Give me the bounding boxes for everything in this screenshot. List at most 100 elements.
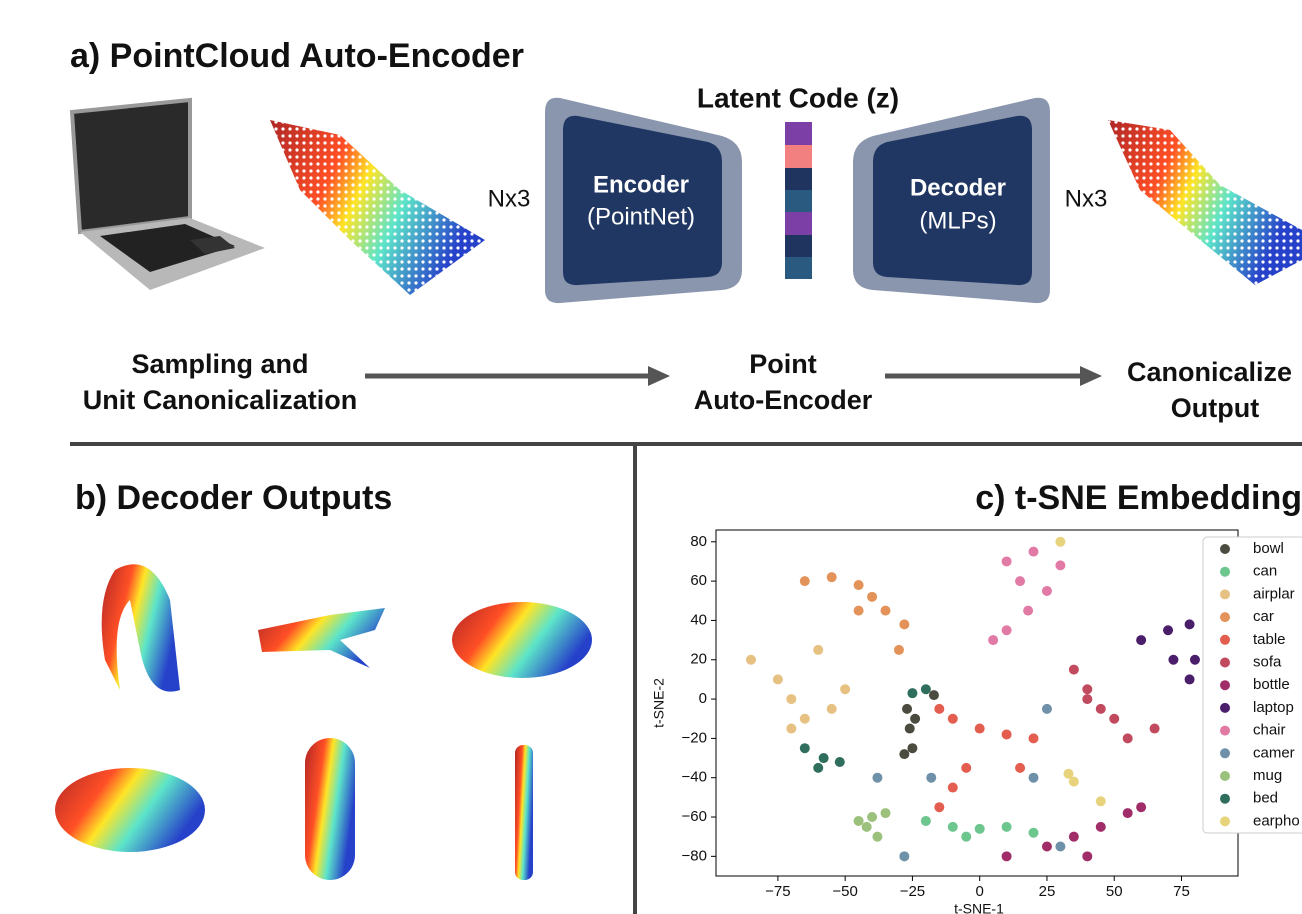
point bbox=[800, 743, 810, 753]
point bbox=[934, 704, 944, 714]
legend-label: sofa bbox=[1253, 653, 1282, 670]
y-tick-label: −80 bbox=[682, 847, 707, 864]
point bbox=[854, 816, 864, 826]
legend-label: bottle bbox=[1253, 676, 1290, 693]
point bbox=[929, 690, 939, 700]
input-point-cloud bbox=[270, 120, 485, 295]
point bbox=[854, 580, 864, 590]
output-point-cloud bbox=[1108, 120, 1302, 285]
point bbox=[1055, 537, 1065, 547]
point bbox=[800, 714, 810, 724]
point bbox=[1168, 655, 1178, 665]
point bbox=[835, 757, 845, 767]
legend-marker bbox=[1220, 658, 1230, 668]
stage-label: Auto-Encoder bbox=[694, 385, 873, 415]
point bbox=[1185, 619, 1195, 629]
x-tick-label: 0 bbox=[976, 883, 984, 900]
point bbox=[786, 694, 796, 704]
point bbox=[1136, 802, 1146, 812]
point bbox=[827, 704, 837, 714]
point bbox=[894, 645, 904, 655]
point bbox=[1042, 704, 1052, 714]
y-tick-label: 20 bbox=[690, 651, 707, 668]
point bbox=[872, 773, 882, 783]
point bbox=[813, 763, 823, 773]
point bbox=[867, 592, 877, 602]
legend-label: earpho bbox=[1253, 812, 1300, 829]
legend-marker bbox=[1220, 544, 1230, 554]
panel-b-title: b) Decoder Outputs bbox=[75, 479, 392, 517]
point bbox=[1029, 773, 1039, 783]
point bbox=[854, 606, 864, 616]
point bbox=[1029, 828, 1039, 838]
legend-marker bbox=[1220, 771, 1230, 781]
point bbox=[905, 724, 915, 734]
point bbox=[1123, 733, 1133, 743]
point bbox=[948, 783, 958, 793]
point bbox=[862, 822, 872, 832]
point bbox=[867, 812, 877, 822]
point bbox=[827, 572, 837, 582]
legend-label: laptop bbox=[1253, 699, 1294, 716]
y-tick-label: −40 bbox=[682, 769, 707, 786]
point bbox=[1042, 842, 1052, 852]
point bbox=[948, 822, 958, 832]
legend-marker bbox=[1220, 567, 1230, 577]
point bbox=[800, 576, 810, 586]
point bbox=[1002, 625, 1012, 635]
legend-marker bbox=[1220, 680, 1230, 690]
point bbox=[773, 674, 783, 684]
point bbox=[1136, 635, 1146, 645]
point bbox=[1096, 796, 1106, 806]
legend-marker bbox=[1220, 703, 1230, 713]
legend-marker bbox=[1220, 816, 1230, 826]
point bbox=[1185, 674, 1195, 684]
stage-label: Sampling and bbox=[131, 349, 308, 379]
point bbox=[1063, 769, 1073, 779]
point bbox=[786, 724, 796, 734]
point bbox=[813, 645, 823, 655]
point bbox=[975, 824, 985, 834]
point bbox=[819, 753, 829, 763]
panel-a-title: a) PointCloud Auto-Encoder bbox=[70, 37, 524, 75]
point bbox=[961, 763, 971, 773]
point bbox=[1096, 822, 1106, 832]
point bbox=[1023, 606, 1033, 616]
y-tick-label: 40 bbox=[690, 611, 707, 628]
point bbox=[872, 832, 882, 842]
point bbox=[1082, 684, 1092, 694]
point bbox=[948, 714, 958, 724]
legend-label: mug bbox=[1253, 767, 1282, 784]
legend-label: chair bbox=[1253, 722, 1286, 739]
legend-label: camer bbox=[1253, 744, 1295, 761]
latent-code bbox=[785, 122, 812, 279]
point bbox=[1015, 576, 1025, 586]
point bbox=[1029, 547, 1039, 557]
point bbox=[840, 684, 850, 694]
encoder-subtitle: (PointNet) bbox=[587, 203, 695, 230]
x-tick-label: −25 bbox=[900, 883, 925, 900]
stage-label: Point bbox=[749, 349, 817, 379]
point bbox=[910, 714, 920, 724]
legend-marker bbox=[1220, 612, 1230, 622]
point bbox=[1096, 704, 1106, 714]
point bbox=[961, 832, 971, 842]
point bbox=[902, 704, 912, 714]
decoder-subtitle: (MLPs) bbox=[919, 207, 996, 234]
x-tick-label: 25 bbox=[1039, 883, 1056, 900]
legend-marker bbox=[1220, 726, 1230, 736]
chart-title: c) t-SNE Embedding bbox=[975, 479, 1302, 517]
point bbox=[1163, 625, 1173, 635]
point bbox=[975, 724, 985, 734]
point bbox=[899, 749, 909, 759]
point bbox=[1082, 694, 1092, 704]
x-tick-label: −75 bbox=[765, 883, 790, 900]
y-tick-label: 0 bbox=[699, 690, 707, 707]
legend-label: can bbox=[1253, 563, 1277, 580]
point bbox=[1055, 842, 1065, 852]
point bbox=[1029, 733, 1039, 743]
legend-label: airplar bbox=[1253, 585, 1295, 602]
point bbox=[1002, 851, 1012, 861]
stage-label: Output bbox=[1171, 393, 1259, 423]
point bbox=[1069, 665, 1079, 675]
